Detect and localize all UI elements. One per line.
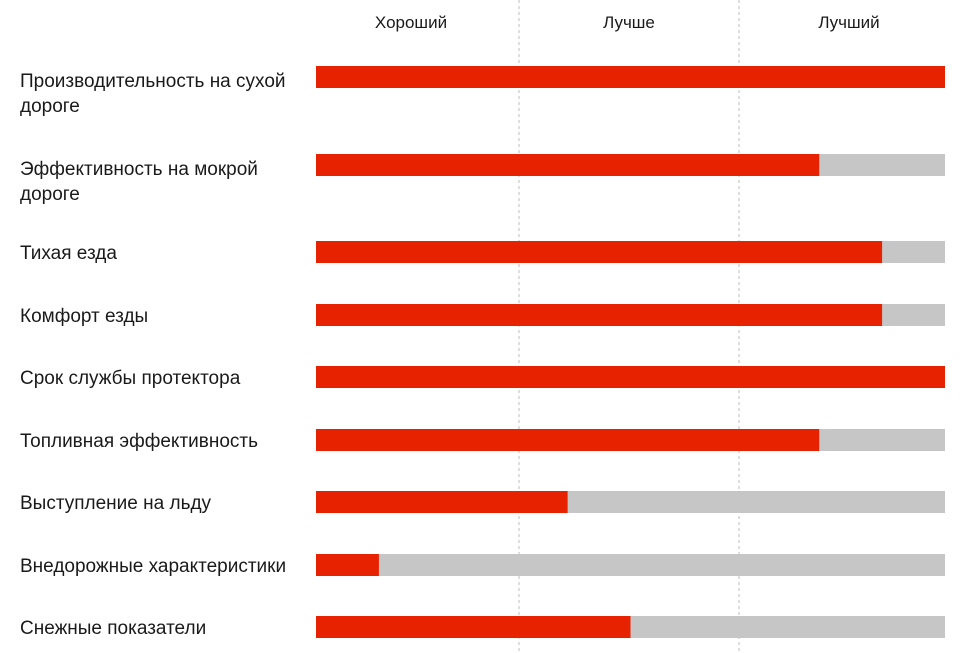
- rating-row: Выступление на льду: [20, 491, 945, 514]
- rating-row: Производительность на сухой дороге: [20, 66, 945, 117]
- row-label-line: Производительность на сухой: [20, 71, 286, 92]
- row-label: Внедорожные характеристики: [20, 556, 286, 577]
- row-label: Эффективность на мокрой дороге: [20, 159, 258, 205]
- row-label-line: Внедорожные характеристики: [20, 556, 286, 577]
- bar-fill: [316, 429, 820, 451]
- scale-dividers: [518, 0, 740, 653]
- row-label: Топливная эффективность: [20, 431, 258, 452]
- rating-row: Снежные показатели: [20, 616, 945, 639]
- bar-fill: [316, 616, 631, 638]
- row-label-line: дороге: [20, 96, 80, 117]
- rating-row: Эффективность на мокрой дороге: [20, 154, 945, 205]
- rating-row: Комфорт езды: [20, 304, 945, 327]
- bar-fill: [316, 66, 945, 88]
- row-label-line: Эффективность на мокрой: [20, 159, 258, 180]
- bar-track: [316, 554, 945, 576]
- scale-header-1: Хороший: [375, 13, 447, 32]
- row-label-line: Срок службы протектора: [20, 368, 241, 389]
- row-label: Тихая езда: [20, 243, 117, 264]
- row-label: Снежные показатели: [20, 618, 206, 639]
- rating-row: Срок службы протектора: [20, 366, 945, 389]
- bar-fill: [316, 366, 945, 388]
- row-label-line: дороге: [20, 184, 80, 205]
- row-label-line: Снежные показатели: [20, 618, 206, 639]
- row-label: Выступление на льду: [20, 493, 212, 514]
- row-label: Комфорт езды: [20, 306, 148, 327]
- rating-row: Тихая езда: [20, 241, 945, 264]
- row-label-line: Топливная эффективность: [20, 431, 258, 452]
- bar-fill: [316, 491, 568, 513]
- scale-header-3: Лучший: [818, 13, 879, 32]
- rating-row: Внедорожные характеристики: [20, 554, 945, 577]
- bar-fill: [316, 154, 820, 176]
- row-label-line: Выступление на льду: [20, 493, 212, 514]
- row-label-line: Комфорт езды: [20, 306, 148, 327]
- rating-row: Топливная эффективность: [20, 429, 945, 452]
- row-label: Производительность на сухой дороге: [20, 71, 286, 117]
- rating-rows: Производительность на сухой дорогеЭффекти…: [20, 66, 945, 639]
- scale-header-2: Лучше: [603, 13, 655, 32]
- bar-fill: [316, 241, 883, 263]
- row-label-line: Тихая езда: [20, 243, 117, 264]
- scale-headers: Хороший Лучше Лучший: [375, 13, 880, 32]
- bar-fill: [316, 304, 883, 326]
- bar-fill: [316, 554, 379, 576]
- row-label: Срок службы протектора: [20, 368, 241, 389]
